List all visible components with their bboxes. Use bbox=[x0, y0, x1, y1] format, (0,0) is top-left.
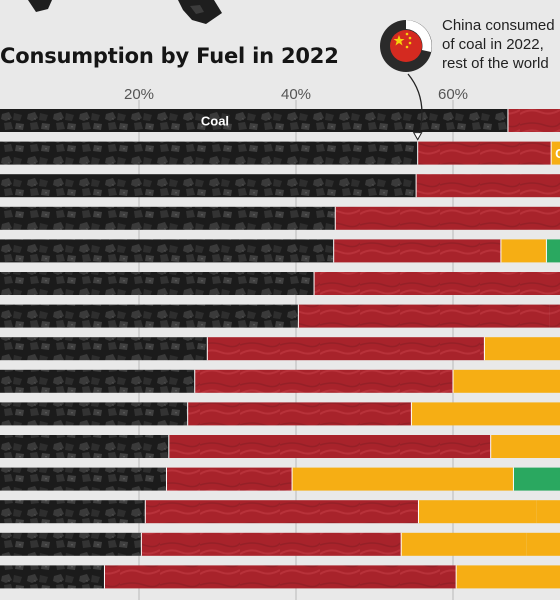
bar-segment-nuclear bbox=[513, 467, 560, 491]
bar-segment-oil bbox=[166, 467, 293, 491]
bar-segment-coal bbox=[0, 402, 188, 426]
bar-segment-oil bbox=[298, 304, 550, 328]
bar-segment-oil bbox=[335, 206, 560, 230]
coal-decoration-icon bbox=[28, 0, 222, 24]
segment-label-coal: Coal bbox=[201, 114, 229, 129]
bar-segment-coal bbox=[0, 337, 208, 361]
bar-segment-gas bbox=[292, 467, 514, 491]
bar-segment-coal bbox=[0, 206, 336, 230]
x-tick-label: 60% bbox=[438, 86, 468, 103]
bar-segment-coal bbox=[0, 141, 418, 165]
china-flag-icon bbox=[380, 20, 432, 72]
bar-segment-coal bbox=[0, 369, 195, 393]
bar-segment-oil bbox=[207, 337, 485, 361]
annotation-line-3: rest of the world bbox=[442, 55, 549, 72]
bar-segment-overflow bbox=[549, 304, 560, 328]
bar-segment-gas bbox=[453, 369, 560, 393]
bar-segment-oil bbox=[507, 109, 560, 132]
bar-segment-nuclear bbox=[546, 239, 560, 263]
x-tick-label: 40% bbox=[281, 86, 311, 103]
bar-segment-coal bbox=[0, 435, 169, 458]
bar-segment-oil bbox=[104, 565, 457, 589]
bar-segment-gas bbox=[401, 532, 527, 556]
china-annotation: China consumed of coal in 2022, rest of … bbox=[442, 16, 560, 73]
bar-segment-oil bbox=[168, 435, 491, 458]
bar-segment-coal bbox=[0, 565, 105, 589]
arrow-head bbox=[412, 132, 423, 141]
bar-segment-coal bbox=[0, 304, 299, 328]
bar-segment-coal bbox=[0, 500, 146, 524]
bar-segment-coal bbox=[0, 109, 508, 132]
segment-label-gas: G bbox=[555, 146, 560, 161]
bar-segment-coal bbox=[0, 532, 142, 556]
bar-segment-coal bbox=[0, 272, 315, 295]
bar-segment-coal bbox=[0, 174, 417, 198]
bar-segment-oil bbox=[417, 141, 552, 165]
x-tick-label: 20% bbox=[124, 86, 154, 103]
bar-segment-overflow bbox=[526, 532, 560, 556]
bar-segment-coal bbox=[0, 239, 334, 263]
bar-segment-oil bbox=[187, 402, 412, 426]
bar-segment-oil bbox=[145, 500, 419, 524]
bar-segment-gas bbox=[484, 337, 560, 361]
bar-segment-oil bbox=[416, 174, 560, 198]
bar-segment-oil bbox=[314, 272, 560, 295]
bar-segment-oil bbox=[141, 532, 402, 556]
bar-segment-oil bbox=[333, 239, 501, 263]
bar-segment-gas bbox=[551, 141, 560, 165]
page-title: Consumption by Fuel in 2022 bbox=[0, 44, 339, 68]
bar-segment-oil bbox=[194, 369, 454, 393]
bar-segment-overflow bbox=[536, 500, 560, 524]
bar-segment-gas bbox=[411, 402, 560, 426]
bar-segment-gas bbox=[490, 435, 560, 458]
annotation-line-1: China consumed bbox=[442, 17, 555, 34]
bar-segment-gas bbox=[500, 239, 547, 263]
bar-segment-gas bbox=[418, 500, 537, 524]
bar-segment-coal bbox=[0, 467, 167, 491]
annotation-line-2: of coal in 2022, bbox=[442, 36, 544, 53]
bar-segment-gas bbox=[456, 565, 560, 589]
